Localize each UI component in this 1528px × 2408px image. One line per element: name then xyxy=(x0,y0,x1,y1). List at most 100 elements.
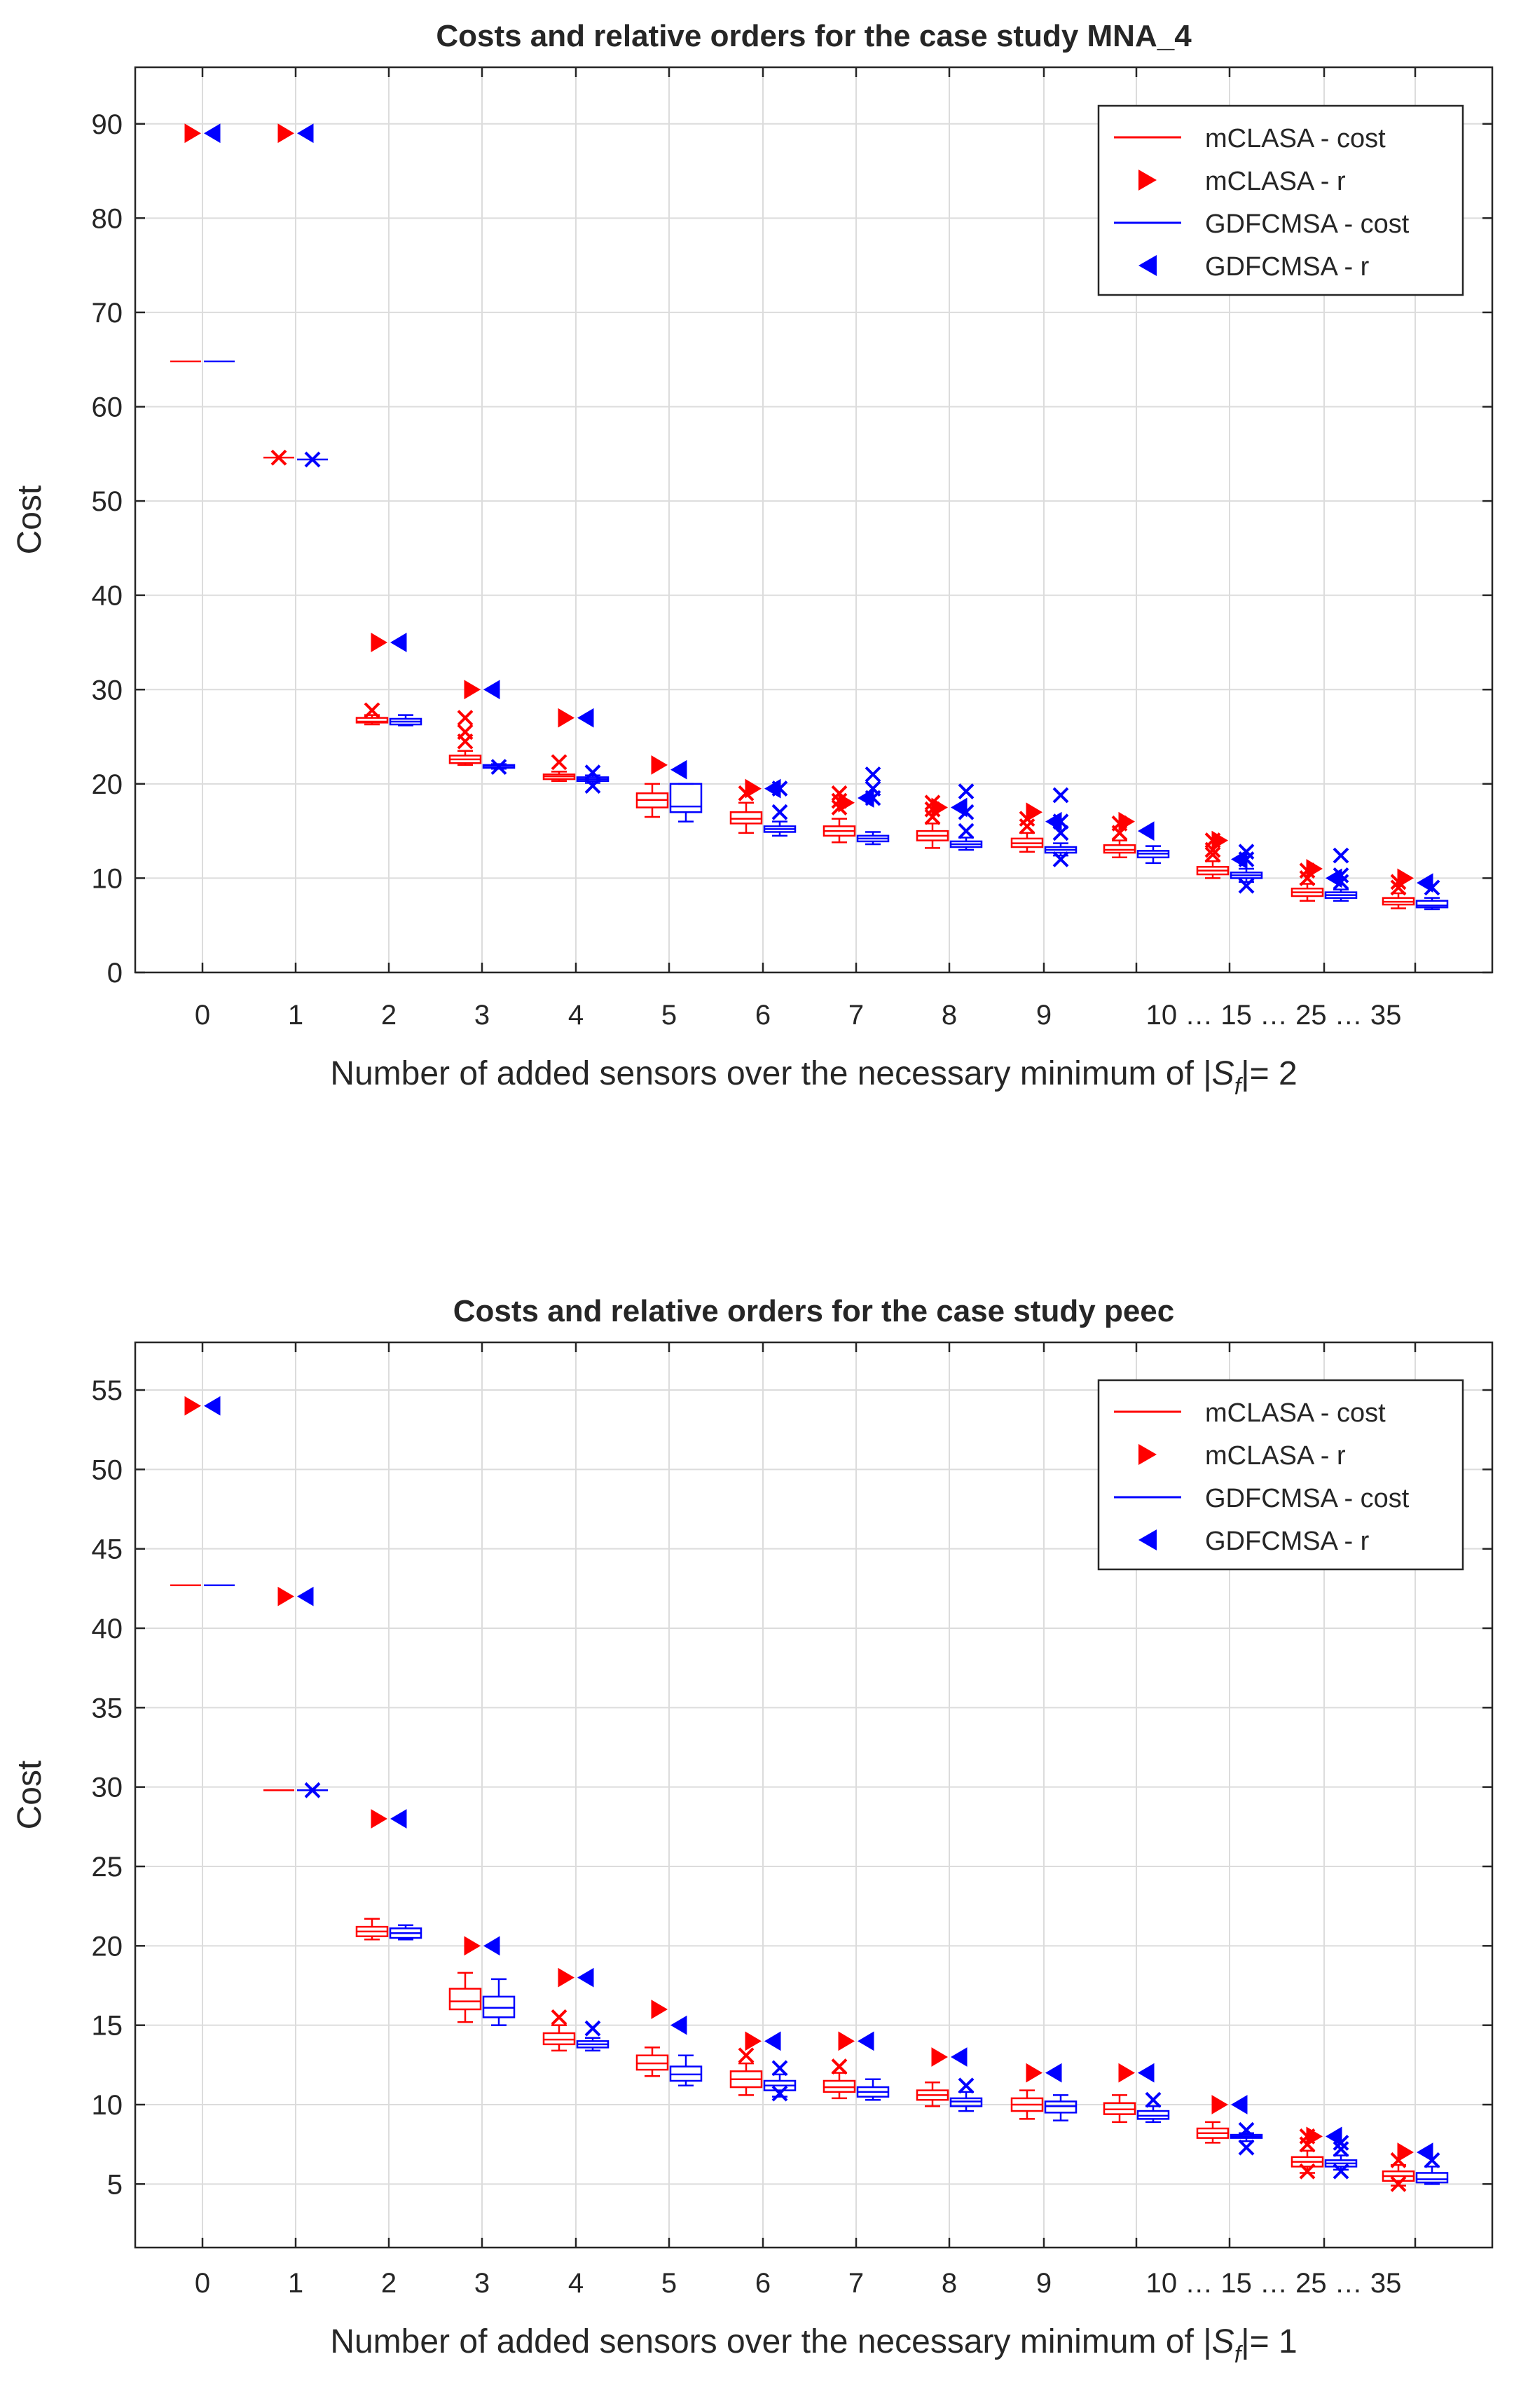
outlier-marker xyxy=(1204,846,1221,863)
outlier-stroke xyxy=(958,783,975,800)
box-2 xyxy=(389,1924,422,1941)
outlier-marker xyxy=(457,710,474,727)
box-iqr xyxy=(1415,900,1449,909)
y-axis-label: Cost xyxy=(11,1761,48,1830)
legend-label: mCLASA - cost xyxy=(1205,1398,1386,1428)
outlier-stroke xyxy=(771,804,788,820)
box-iqr xyxy=(729,811,763,825)
outlier-stroke xyxy=(457,710,474,727)
x-tick-label: 8 xyxy=(942,2268,957,2299)
y-tick-label: 20 xyxy=(92,769,123,800)
outlier-stroke xyxy=(865,766,881,783)
r-marker xyxy=(371,1809,387,1829)
outlier-stroke xyxy=(1052,851,1069,867)
series-gdfcmsa-r xyxy=(204,1396,1433,2162)
outlier-marker xyxy=(457,724,474,741)
outlier-marker xyxy=(738,2047,755,2064)
outlier-stroke xyxy=(584,764,601,781)
box-7 xyxy=(856,2078,890,2101)
r-marker xyxy=(204,1396,221,1416)
box-6 xyxy=(763,2073,797,2098)
y-tick-label: 30 xyxy=(92,1773,123,1803)
box-iqr xyxy=(1103,844,1136,854)
r-marker xyxy=(1138,2063,1155,2083)
box-13 xyxy=(1415,897,1449,911)
x-tick-label: 5 xyxy=(661,1000,677,1031)
box-8 xyxy=(916,2082,949,2107)
r-marker xyxy=(483,1936,500,1956)
x-axis-label: Number of added sensors over the necessa… xyxy=(330,2323,1297,2368)
y-tick-label: 5 xyxy=(107,2169,123,2200)
r-marker xyxy=(1026,802,1042,823)
outlier-marker xyxy=(958,2077,975,2094)
y-tick-label: 55 xyxy=(92,1375,123,1406)
r-marker xyxy=(464,680,481,700)
chart-1: 0 10 20 30 40 50 60 70 80 90 0 1 2 3 4 5 6 7 8 9 10 … 15 … 2… xyxy=(11,19,1494,1100)
r-marker xyxy=(951,2047,968,2067)
axes-frame xyxy=(134,66,1494,974)
outlier-stroke xyxy=(1333,847,1349,864)
outlier-marker xyxy=(1052,851,1069,867)
outlier-marker xyxy=(1145,2091,1162,2108)
box-9 xyxy=(1010,2089,1044,2120)
r-marker xyxy=(1397,2142,1414,2162)
y-tick-label: 15 xyxy=(92,2011,123,2042)
outlier-marker xyxy=(831,2058,848,2075)
outlier-marker xyxy=(1333,2141,1349,2157)
x-axis-label-symbol: S xyxy=(1212,2323,1234,2360)
box-7 xyxy=(856,831,890,846)
x-tick-label: 5 xyxy=(661,2268,677,2299)
box-4 xyxy=(542,2024,576,2052)
outlier-stroke xyxy=(304,451,321,468)
r-marker xyxy=(1138,821,1155,841)
y-tick-label: 0 xyxy=(107,958,123,989)
outlier-marker xyxy=(364,702,380,719)
legend-label: mCLASA - r xyxy=(1205,167,1346,196)
y-tick-label: 60 xyxy=(92,392,123,423)
outlier-stroke xyxy=(551,2009,567,2025)
box-iqr xyxy=(355,717,389,724)
y-tick-label: 80 xyxy=(92,203,123,234)
outlier-stroke xyxy=(1238,2139,1255,2156)
outlier-stroke xyxy=(831,2058,848,2075)
r-marker xyxy=(1045,811,1062,832)
legend-label: GDFCMSA - cost xyxy=(1205,209,1410,239)
r-marker xyxy=(745,2031,762,2051)
r-marker xyxy=(577,1967,594,1988)
legend-marker-swatch xyxy=(1138,255,1157,276)
y-tick-label: 25 xyxy=(92,1852,123,1883)
r-marker xyxy=(184,1396,201,1416)
r-marker xyxy=(577,708,594,728)
box-10 xyxy=(1103,2094,1136,2124)
outlier-stroke xyxy=(1052,787,1069,804)
box-2 xyxy=(389,714,422,727)
r-marker xyxy=(1417,873,1433,893)
outlier-marker xyxy=(1238,2139,1255,2156)
x-axis-label-prefix: Number of added sensors over the necessa… xyxy=(330,2323,1211,2360)
r-marker xyxy=(1211,2095,1228,2114)
outlier-stroke xyxy=(304,1782,321,1798)
y-tick-label: 90 xyxy=(92,109,123,140)
r-marker xyxy=(371,633,387,652)
outlier-marker xyxy=(584,2020,601,2037)
y-tick-label: 40 xyxy=(92,581,123,612)
series-gdfcmsa-cost xyxy=(204,1584,1449,2185)
r-marker xyxy=(1417,2142,1433,2162)
box-4 xyxy=(576,774,610,784)
outlier-marker xyxy=(584,764,601,781)
box-10 xyxy=(1136,845,1170,865)
outlier-marker xyxy=(865,766,881,783)
r-marker xyxy=(1026,2063,1042,2083)
outlier-stroke xyxy=(551,754,567,771)
outlier-marker xyxy=(551,2009,567,2025)
outlier-marker xyxy=(771,2060,788,2077)
outlier-stroke xyxy=(1204,846,1221,863)
x-tick-label: 0 xyxy=(195,1000,210,1031)
x-axis-label: Number of added sensors over the necessa… xyxy=(330,1055,1297,1100)
r-marker xyxy=(390,1809,407,1829)
x-tick-label: 2 xyxy=(381,2268,397,2299)
legend-label: GDFCMSA - cost xyxy=(1205,1484,1410,1513)
outlier-stroke xyxy=(490,759,507,776)
r-marker xyxy=(1231,2095,1248,2114)
series-mclasa-r xyxy=(184,1396,1414,2162)
